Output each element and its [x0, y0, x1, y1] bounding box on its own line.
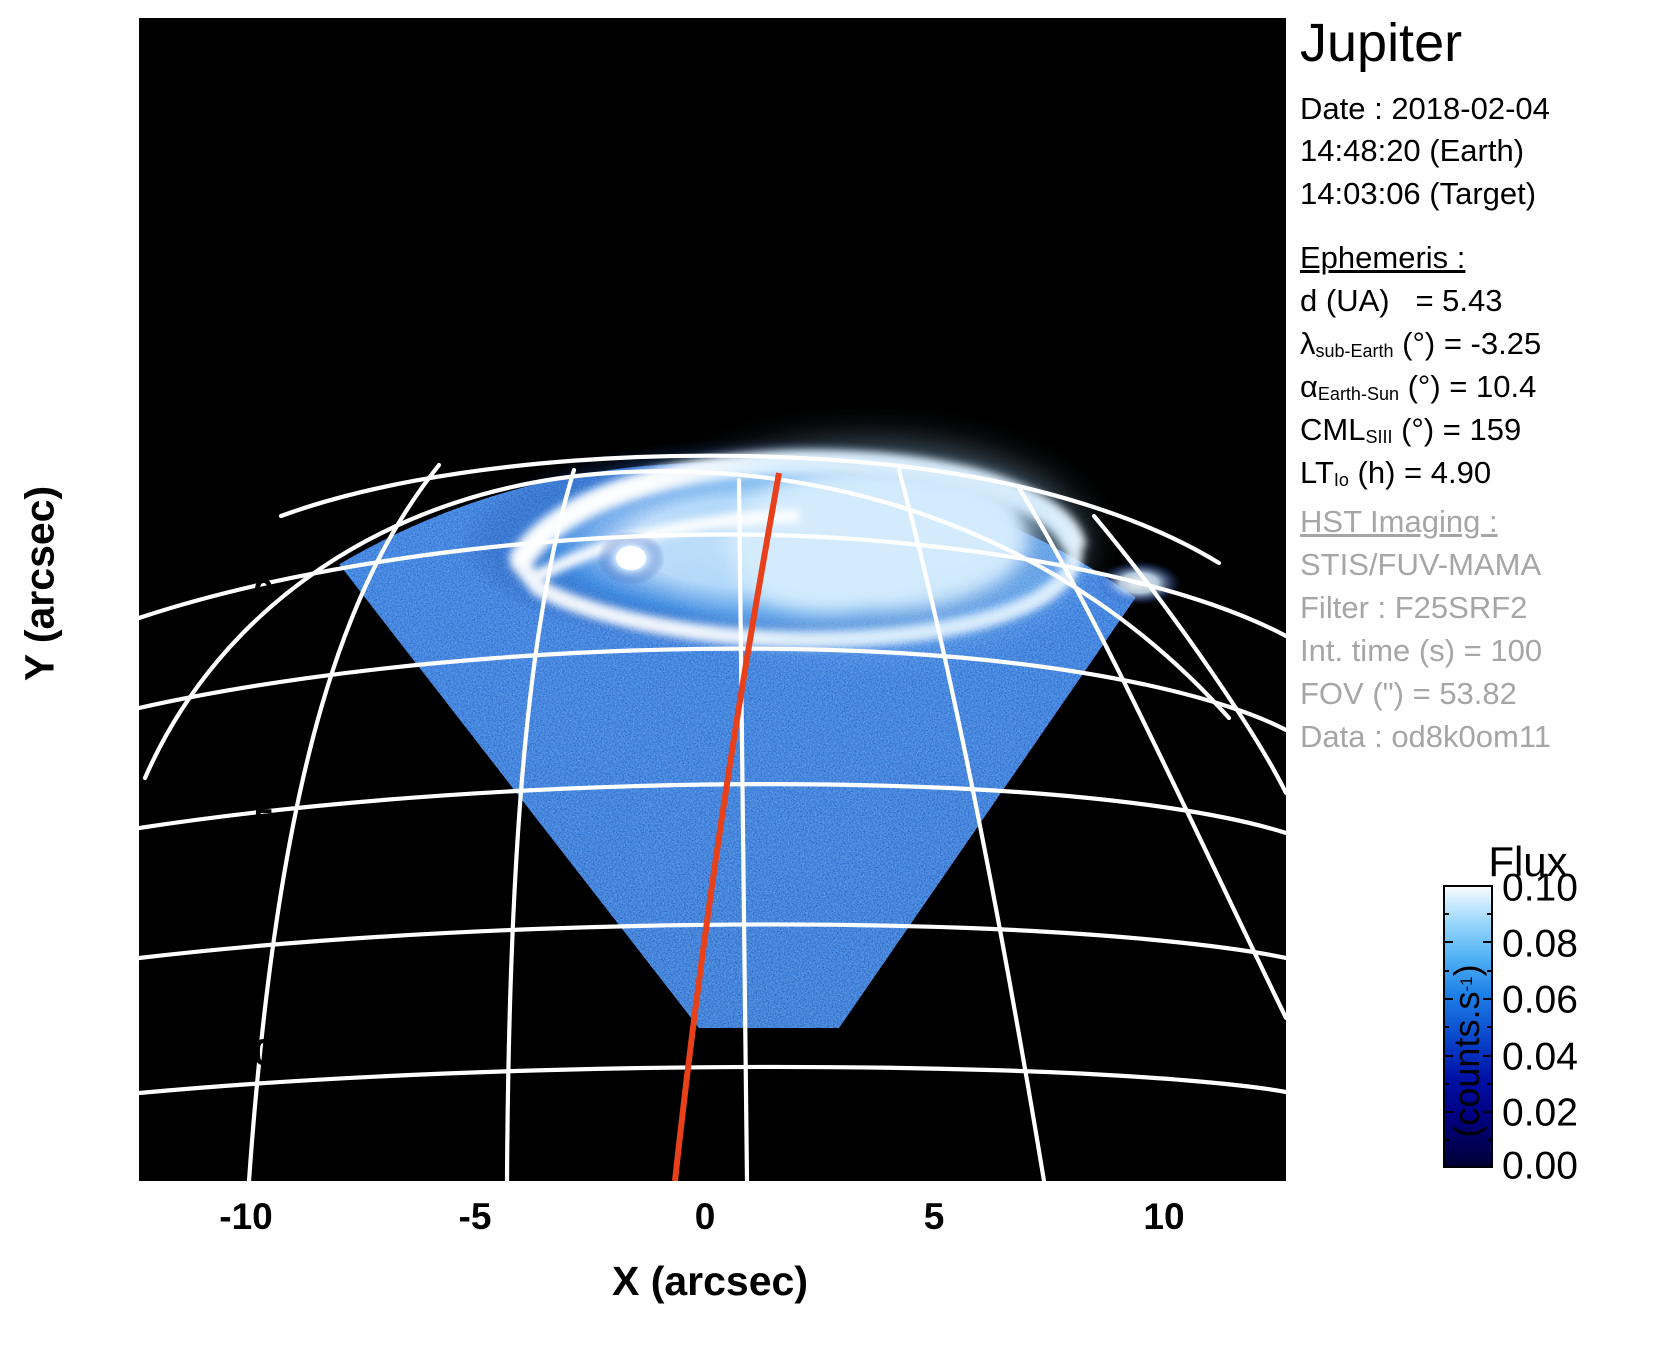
colorbar-tick-minor: [1487, 1139, 1493, 1141]
eph-symbol: LT: [1300, 455, 1334, 491]
x-tick-5: 5: [923, 1196, 945, 1237]
observation-date: Date : 2018-02-04: [1300, 91, 1550, 126]
colorbar-tick-left: [1443, 941, 1453, 943]
colorbar-label-002: 0.02: [1502, 1091, 1578, 1135]
colorbar-tick-left: [1443, 1111, 1453, 1113]
x-axis-title: X (arcsec): [611, 1258, 808, 1304]
eph-subscript: Earth-Sun: [1317, 384, 1399, 405]
y-tick-label: 5: [253, 342, 275, 383]
unit-exponent: -1: [1456, 976, 1476, 992]
colorbar-tick: [1483, 1055, 1493, 1057]
planetographic-graticule: [139, 453, 1286, 1181]
ephemeris-row-phase-angle: αEarth-Sun (°) = 10.4: [1300, 365, 1541, 408]
colorbar-tick: [1483, 885, 1493, 887]
y-tick-0: 0: [253, 574, 275, 611]
y-tick-label: 10: [231, 110, 275, 151]
colorbar-tick: [1483, 1166, 1493, 1168]
colorbar-tick-left-minor: [1443, 1026, 1449, 1028]
datetime-block: Date : 2018-02-04 14:48:20 (Earth) 14:03…: [1300, 88, 1550, 215]
x-tick--10: -10: [219, 1196, 273, 1237]
ephemeris-row-sub-earth-latitude: λsub-Earth (°) = -3.25: [1300, 322, 1541, 365]
earth-time: 14:48:20 (Earth): [1300, 133, 1525, 169]
y-tick-10: 10: [232, 112, 275, 149]
plot-svg: [139, 18, 1286, 1181]
colorbar-tick-left: [1443, 1166, 1453, 1168]
eph-value: = 10.4: [1449, 369, 1537, 405]
y-tick--5: -5: [240, 804, 275, 841]
colorbar-tick-minor: [1487, 913, 1493, 915]
x-tick-10: 10: [1143, 1196, 1185, 1237]
colorbar-label-000: 0.00: [1502, 1144, 1578, 1188]
io-footprint-spot: [597, 531, 665, 585]
eph-value: = 4.90: [1404, 455, 1492, 491]
colorbar-tick-minor: [1487, 1083, 1493, 1085]
y-axis-title: Y (arcsec): [16, 485, 63, 682]
eph-unit: (°): [1407, 369, 1441, 405]
colorbar-tick-left: [1443, 1055, 1453, 1057]
hst-imaging-block: HST Imaging : STIS/FUV-MAMA Filter : F25…: [1300, 500, 1551, 758]
colorbar-label-004: 0.04: [1502, 1035, 1578, 1079]
colorbar-tick: [1483, 998, 1493, 1000]
y-tick-5: 5: [253, 344, 275, 381]
eph-symbol: d: [1300, 283, 1318, 319]
info-panel: Jupiter Date : 2018-02-04 14:48:20 (Eart…: [1300, 0, 1677, 1367]
eph-value: = 5.43: [1415, 283, 1503, 319]
target-time: 14:03:06 (Target): [1300, 175, 1537, 211]
y-tick-label: 0: [253, 572, 275, 613]
hst-filter: Filter : F25SRF2: [1300, 590, 1528, 626]
ephemeris-block: Ephemeris : d (UA) = 5.43 λsub-Earth (°)…: [1300, 236, 1541, 494]
colorbar-tick-left: [1443, 885, 1453, 887]
ephemeris-heading: Ephemeris :: [1300, 240, 1466, 275]
flux-colorbar: [1443, 885, 1493, 1168]
colorbar-tick-left-minor: [1443, 970, 1449, 972]
colorbar-tick: [1483, 941, 1493, 943]
eph-unit: (°): [1402, 326, 1436, 362]
eph-value: = 159: [1442, 412, 1522, 448]
colorbar-unit-label: (counts.s-1): [1446, 901, 1488, 1201]
hst-instrument: STIS/FUV-MAMA: [1300, 547, 1542, 583]
eph-subscript: Io: [1333, 470, 1349, 491]
colorbar-title: Flux: [1488, 838, 1568, 885]
ephemeris-row-cml: CMLSIII (°) = 159: [1300, 408, 1541, 451]
colorbar-gradient: [1443, 885, 1493, 1168]
colorbar-label-008: 0.08: [1502, 922, 1578, 966]
y-tick--10: -10: [219, 1034, 275, 1071]
eph-subscript: SIII: [1365, 427, 1393, 448]
ephemeris-row-distance: d (UA) = 5.43: [1300, 279, 1541, 322]
colorbar-label-006: 0.06: [1502, 978, 1578, 1022]
eph-symbol: λ: [1300, 326, 1316, 362]
hst-fov: FOV (") = 53.82: [1300, 676, 1517, 712]
unit-close: ): [1446, 964, 1487, 977]
eph-unit: (°): [1401, 412, 1435, 448]
colorbar-tick-left-minor: [1443, 913, 1449, 915]
hst-heading: HST Imaging :: [1300, 504, 1498, 539]
colorbar-tick-minor: [1487, 1026, 1493, 1028]
eph-unit: (h): [1357, 455, 1396, 491]
eph-symbol: CML: [1300, 412, 1366, 448]
central-meridian-line: [672, 472, 782, 1181]
colorbar-tick-minor: [1487, 970, 1493, 972]
colorbar-tick-left-minor: [1443, 1083, 1449, 1085]
eph-unit: (UA): [1325, 283, 1390, 319]
ephemeris-row-io-local-time: LTIo (h) = 4.90: [1300, 451, 1541, 494]
unit-text: (counts.s: [1446, 991, 1487, 1138]
x-tick--5: -5: [458, 1196, 492, 1237]
eph-value: = -3.25: [1443, 326, 1542, 362]
colorbar-tick: [1483, 1111, 1493, 1113]
hst-dataset-id: Data : od8k0om11: [1300, 719, 1552, 755]
y-tick-label: -10: [218, 1032, 275, 1073]
hst-integration-time: Int. time (s) = 100: [1300, 633, 1543, 669]
x-tick-0: 0: [694, 1196, 716, 1237]
y-tick-label: -5: [240, 802, 275, 843]
eph-subscript: sub-Earth: [1315, 341, 1394, 362]
eph-symbol: α: [1300, 369, 1318, 405]
aurora-image-plot: [139, 18, 1286, 1181]
colorbar-tick-left: [1443, 998, 1453, 1000]
colorbar-tick-left-minor: [1443, 1139, 1449, 1141]
colorbar-label-010: 0.10: [1502, 866, 1578, 910]
target-title: Jupiter: [1300, 13, 1463, 73]
